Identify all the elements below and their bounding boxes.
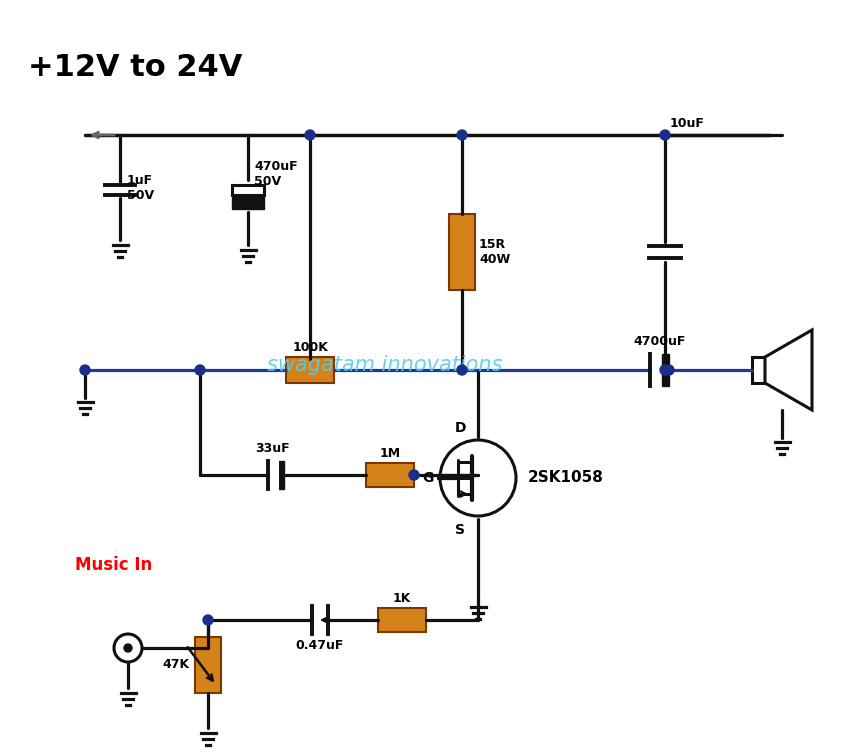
Bar xyxy=(752,357,765,383)
Bar xyxy=(195,637,221,693)
Text: 0.47uF: 0.47uF xyxy=(296,639,344,652)
Text: G: G xyxy=(422,471,433,485)
Circle shape xyxy=(124,644,132,652)
Circle shape xyxy=(457,365,467,375)
Bar xyxy=(449,214,475,290)
Text: 1M: 1M xyxy=(379,447,400,460)
Circle shape xyxy=(80,365,90,375)
Text: 47K: 47K xyxy=(163,658,190,671)
Bar xyxy=(366,463,414,487)
Bar xyxy=(378,608,426,632)
Text: 2SK1058: 2SK1058 xyxy=(528,470,604,485)
Polygon shape xyxy=(765,330,812,410)
Bar xyxy=(232,185,264,195)
Text: 1uF
50V: 1uF 50V xyxy=(127,174,154,202)
Bar xyxy=(232,197,264,209)
Text: 33uF: 33uF xyxy=(256,442,290,455)
Text: D: D xyxy=(455,421,466,435)
Text: 10uF: 10uF xyxy=(670,117,705,130)
Text: 1K: 1K xyxy=(393,592,411,605)
Text: 4700uF: 4700uF xyxy=(633,335,686,348)
Text: 15R
40W: 15R 40W xyxy=(479,238,510,266)
Text: Music In: Music In xyxy=(75,556,153,574)
Circle shape xyxy=(195,365,205,375)
Circle shape xyxy=(409,470,419,480)
Circle shape xyxy=(457,130,467,140)
Circle shape xyxy=(664,365,674,375)
Bar xyxy=(662,354,669,386)
Text: 100K: 100K xyxy=(292,341,328,354)
Circle shape xyxy=(305,130,315,140)
Bar xyxy=(278,461,284,489)
Circle shape xyxy=(660,130,670,140)
Text: +12V to 24V: +12V to 24V xyxy=(28,54,243,82)
Circle shape xyxy=(660,365,670,375)
Text: S: S xyxy=(455,523,465,537)
Text: swagatam innovations: swagatam innovations xyxy=(267,355,503,375)
Bar xyxy=(286,357,334,383)
Text: 470uF
50V: 470uF 50V xyxy=(254,160,298,188)
Circle shape xyxy=(203,615,213,625)
